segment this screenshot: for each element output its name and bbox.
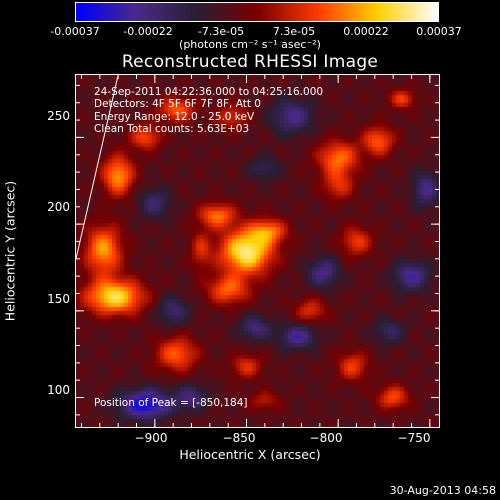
heatmap-image xyxy=(76,75,439,427)
footer-date: 30-Aug-2013 04:58 xyxy=(389,484,496,497)
y-tick-label: 250 xyxy=(47,109,70,123)
chart-title: Reconstructed RHESSI Image xyxy=(121,52,379,72)
colorbar xyxy=(75,2,439,22)
colorbar-tick-label: -7.3e-05 xyxy=(197,25,245,38)
colorbar-units: (photons cm⁻² s⁻¹ asec⁻²) xyxy=(179,38,321,51)
x-tick-label: −800 xyxy=(309,431,343,445)
x-axis-label: Heliocentric X (arcsec) xyxy=(179,447,321,462)
plot-area xyxy=(75,74,440,428)
colorbar-tick-label: 0.00037 xyxy=(416,25,462,38)
time-range-annotation: 24-Sep-2011 04:22:36.000 to 04:25:16.000 xyxy=(94,86,324,98)
solar-limb-line xyxy=(76,75,119,259)
colorbar-tick-label: 0.00022 xyxy=(343,25,389,38)
colorbar-tick-label: -0.00022 xyxy=(123,25,173,38)
counts-annotation: Clean Total counts: 5.63E+03 xyxy=(94,123,250,135)
y-axis-label: Heliocentric Y (arcsec) xyxy=(2,180,18,322)
x-tick-label: −850 xyxy=(222,431,256,445)
peak-position-label: Position of Peak = [-850,184] xyxy=(94,397,248,409)
y-tick-label: 100 xyxy=(47,383,70,397)
y-tick-label: 200 xyxy=(47,200,70,214)
x-tick-label: −900 xyxy=(134,431,168,445)
y-tick-label: 150 xyxy=(47,292,70,306)
plot-overlay xyxy=(76,75,439,427)
detectors-annotation: Detectors: 4F 5F 6F 7F 8F, Att 0 xyxy=(94,98,261,110)
colorbar-tick-label: -0.00037 xyxy=(50,25,100,38)
x-tick-label: −750 xyxy=(397,431,431,445)
energy-range-annotation: Energy Range: 12.0 - 25.0 keV xyxy=(94,111,255,123)
colorbar-tick-label: 7.3e-05 xyxy=(272,25,316,38)
